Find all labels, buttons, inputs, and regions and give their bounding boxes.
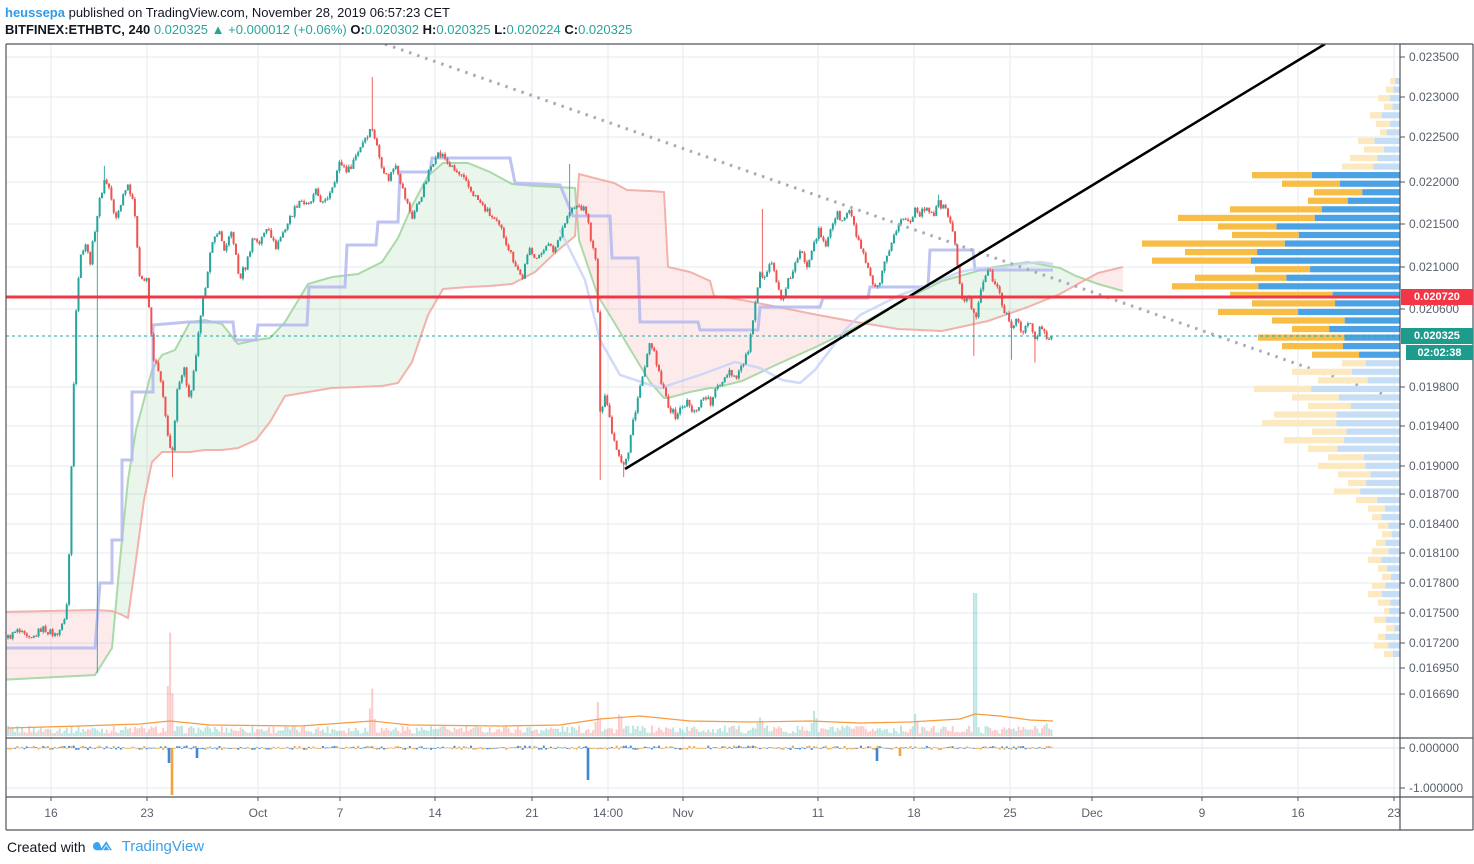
symbol-title: BITFINEX:ETHBTC, 240: [5, 22, 151, 37]
price-tick-label: 0.018100: [1409, 546, 1459, 560]
price-tick-label: 0.017500: [1409, 606, 1459, 620]
price-tick-label: 0.020600: [1409, 302, 1459, 316]
bar-countdown-label: 02:02:38: [1406, 345, 1473, 360]
high-value: 0.020325: [436, 22, 491, 37]
indicator-sub-panel[interactable]: [6, 745, 1400, 795]
created-with-text: Created with: [7, 838, 86, 855]
sub-tick-label: -1.000000: [1409, 781, 1463, 795]
volume-profile: [1142, 78, 1400, 658]
close-label: C:: [564, 22, 579, 37]
time-tick-label: 16: [44, 806, 58, 820]
price-tick-label: 0.016690: [1409, 687, 1459, 701]
open-value: 0.020302: [364, 22, 420, 37]
price-change: +0.000012 (+0.06%): [228, 22, 347, 37]
current-price-label[interactable]: 0.020325: [1401, 328, 1473, 344]
time-tick-label: 11: [812, 806, 825, 820]
volume-histogram: [7, 593, 1053, 736]
time-tick-label: 23: [1387, 806, 1401, 820]
price-tick-label: 0.023000: [1409, 90, 1459, 104]
candlestick-series: [7, 77, 1053, 673]
time-tick-label: 23: [140, 806, 154, 820]
low-label: L:: [494, 22, 507, 37]
time-tick-label: Oct: [249, 806, 268, 820]
price-tick-label: 0.021000: [1409, 260, 1459, 274]
price-tick-label: 0.019000: [1409, 459, 1459, 473]
time-tick-label: 25: [1003, 806, 1017, 820]
chart-header: heussepa published on TradingView.com, N…: [5, 4, 632, 38]
price-tick-label: 0.016950: [1409, 661, 1459, 675]
publish-line: heussepa published on TradingView.com, N…: [5, 4, 632, 21]
time-tick-label: Dec: [1081, 806, 1102, 820]
last-price: 0.020325: [153, 22, 209, 37]
price-tick-label: 0.017200: [1409, 636, 1459, 650]
author-link[interactable]: heussepa: [5, 5, 65, 20]
main-price-panel[interactable]: [0, 44, 1400, 736]
up-arrow-icon: ▲: [211, 22, 225, 37]
price-tick-label: 0.022000: [1409, 175, 1459, 189]
tradingview-logo-icon[interactable]: [92, 839, 116, 854]
price-tick-label: 0.023500: [1409, 50, 1459, 64]
time-tick-label: Nov: [672, 806, 693, 820]
volume-ma-line: [7, 713, 1054, 729]
time-tick-label: 14:00: [593, 806, 623, 820]
time-axis[interactable]: 16 23 Oct 7 14 21 14:00 Nov 11 18 25 Dec 9 16 23: [44, 797, 1401, 820]
kijun-line: [6, 156, 1053, 650]
price-tick-label: 0.017800: [1409, 576, 1459, 590]
time-tick-label: 9: [1199, 806, 1206, 820]
time-tick-label: 16: [1291, 806, 1305, 820]
time-tick-label: 7: [337, 806, 344, 820]
hline-price-label[interactable]: 0.020720: [1401, 289, 1473, 305]
tradingview-brand-link[interactable]: TradingView: [121, 838, 205, 855]
publish-text: published on TradingView.com, November 2…: [64, 5, 450, 20]
close-value: 0.020325: [578, 22, 633, 37]
sub-tick-label: 0.000000: [1409, 741, 1459, 755]
high-label: H:: [422, 22, 437, 37]
price-tick-label: 0.019400: [1409, 419, 1459, 433]
ascending-trendline[interactable]: [624, 44, 1326, 471]
price-tick-label: 0.018400: [1409, 517, 1459, 531]
low-value: 0.020224: [506, 22, 561, 37]
price-tick-label: 0.021500: [1409, 217, 1459, 231]
descending-dotted-trendline[interactable]: [384, 44, 1400, 402]
time-tick-label: 14: [428, 806, 442, 820]
price-tick-label: 0.018700: [1409, 487, 1459, 501]
ichimoku-cloud: [6, 162, 1124, 681]
price-tick-label: 0.019800: [1409, 380, 1459, 394]
price-axis[interactable]: 0.023500 0.023000 0.022500 0.022000 0.021500…: [1400, 50, 1463, 795]
footer: Created with TradingView: [7, 838, 204, 855]
symbol-line: BITFINEX:ETHBTC, 240 0.020325 ▲ +0.00001…: [5, 21, 632, 38]
time-tick-label: 21: [525, 806, 539, 820]
open-label: O:: [350, 22, 365, 37]
price-tick-label: 0.022500: [1409, 130, 1459, 144]
time-tick-label: 18: [907, 806, 921, 820]
panel-borders: [5, 43, 1474, 831]
